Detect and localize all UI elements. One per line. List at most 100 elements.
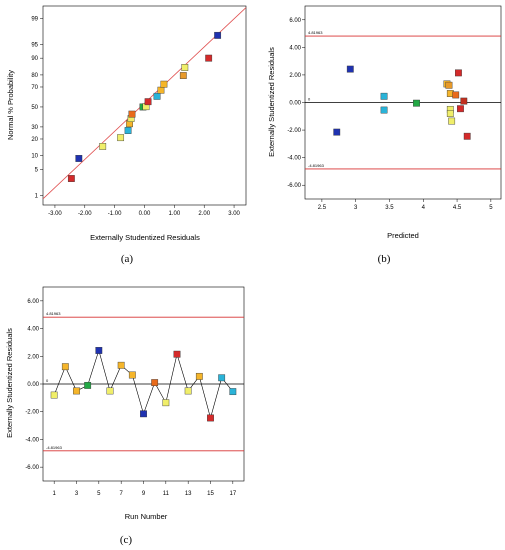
panel-a-y-tick-label: 99 — [31, 16, 38, 22]
panel-c-ticks: -6.00-4.00-2.000.002.004.006.001 3 5 7 9 11 13… — [25, 299, 244, 497]
panel-c-ylabel: Externally Studentized Residuals — [5, 328, 14, 438]
panel-b: -6.00 -4.00 -2.00 0.00 2.00 4.00 6.00 2.5 3 3.5 4 4… — [267, 5, 502, 265]
panel-c-x-tick-label: 15 — [207, 491, 214, 497]
panel-b-point — [333, 128, 341, 136]
panel-a-point — [205, 54, 213, 62]
panel-b-y-tick-label: 0.00 — [289, 101, 301, 107]
panel-b-point — [446, 110, 454, 117]
panel-b-y-tick-label: 2.00 — [289, 73, 301, 79]
panel-a-y-tick-label: 5 — [35, 168, 39, 174]
panel-b-point — [457, 105, 464, 113]
panel-c-point — [50, 391, 58, 399]
panel-c-y-tick-label: 6.00 — [27, 299, 39, 305]
panel-a-x-tick-label: -2.00 — [78, 211, 92, 217]
panel-c-point — [140, 410, 147, 418]
panel-c-lower-limit-label: -4.81963 — [46, 445, 63, 450]
panel-c-caption: (c) — [120, 534, 133, 546]
panel-c-y-tick-label: -4.00 — [25, 437, 39, 443]
panel-a-y-tick-label: 20 — [31, 137, 38, 143]
panel-b-x-tick-label: 3 — [354, 205, 358, 211]
panel-b-lower-limit-label: -4.81963 — [308, 163, 325, 168]
panel-a-x-tick-label: 0.00 — [139, 211, 151, 217]
panel-c-point — [128, 371, 136, 379]
panel-c-point — [218, 374, 226, 382]
panel-c-point — [106, 387, 114, 395]
panel-a-y-tick-label: 30 — [31, 125, 38, 131]
panel-c-x-tick-label: 5 — [97, 491, 101, 497]
panel-a-point — [153, 92, 161, 100]
panel-a-y-tick-label: 70 — [31, 85, 38, 91]
panel-c-upper-limit-label: 4.81963 — [46, 311, 61, 316]
panel-b-point — [346, 65, 354, 73]
panel-b-ticks: -6.00 -4.00 -2.00 0.00 2.00 4.00 6.00 2.5 3 3.5 4 4… — [287, 18, 501, 211]
panel-b-point — [413, 99, 420, 107]
panel-b-y-tick-label: -6.00 — [287, 183, 301, 189]
panel-b-point — [380, 106, 388, 114]
panel-a-point — [67, 175, 75, 182]
panel-c-points — [50, 347, 237, 422]
panel-a-caption: (a) — [121, 253, 134, 265]
panel-a-ticks: -3.00 -2.00 -1.00 0.00 1.00 2.00 3.00 1 5 10 20 30 5… — [31, 16, 240, 217]
panel-c-point — [117, 361, 125, 369]
panel-a-point — [157, 86, 165, 94]
panel-c-x-tick-label: 1 — [52, 491, 56, 497]
panel-b-x-tick-label: 3.5 — [385, 205, 394, 211]
panel-b-point — [455, 69, 462, 77]
panel-a-ylabel: Normal % Probability — [6, 70, 15, 140]
panel-b-y-tick-label: 4.00 — [289, 45, 301, 51]
panel-c-x-tick-label: 3 — [75, 491, 79, 497]
panel-a: -3.00 -2.00 -1.00 0.00 1.00 2.00 3.00 1 5 10 20 30 5… — [6, 5, 247, 265]
panel-a-points — [67, 31, 222, 182]
panel-b-point — [452, 91, 460, 99]
panel-a-point — [181, 64, 189, 71]
panel-c-x-tick-label: 17 — [229, 491, 236, 497]
panel-a-y-tick-label: 95 — [31, 42, 38, 48]
panel-b-y-tick-label: 6.00 — [289, 18, 301, 24]
panel-c-point — [229, 388, 237, 396]
panel-a-point — [75, 155, 83, 162]
panel-c-y-tick-label: 0.00 — [27, 382, 39, 388]
panel-a-point — [124, 127, 132, 134]
panel-b-ylabel: Externally Studentized Residuals — [267, 47, 276, 157]
panel-c-y-tick-label: 2.00 — [27, 354, 39, 360]
panel-a-point — [144, 98, 152, 106]
panel-b-point — [460, 97, 468, 105]
panel-b-upper-limit-label: 4.81963 — [308, 30, 323, 35]
panel-b-y-tick-label: -2.00 — [287, 128, 301, 134]
panel-a-x-tick-label: 1.00 — [169, 211, 181, 217]
panel-b-x-tick-label: 2.5 — [318, 205, 327, 211]
panel-a-y-tick-label: 1 — [35, 194, 39, 200]
panel-c-x-tick-label: 11 — [163, 491, 170, 497]
panel-c-point — [95, 347, 103, 354]
panel-c-point — [184, 387, 192, 395]
panel-b-x-tick-label: 5 — [489, 205, 493, 211]
panel-c-point — [207, 414, 214, 422]
panel-c-x-tick-label: 13 — [185, 491, 192, 497]
panel-c-y-tick-label: 4.00 — [27, 327, 39, 333]
panel-c-point — [151, 379, 159, 387]
panel-a-x-tick-label: 3.00 — [228, 211, 240, 217]
panel-b-point — [463, 132, 471, 140]
panel-c-zero-label: 0 — [46, 378, 49, 383]
panel-b-x-tick-label: 4.5 — [453, 205, 462, 211]
panel-a-y-tick-label: 50 — [31, 105, 38, 111]
panel-a-point — [214, 31, 222, 39]
panel-a-fit-line — [42, 7, 247, 200]
panel-a-y-tick-label: 10 — [31, 154, 38, 160]
panel-a-y-tick-label: 90 — [31, 56, 38, 62]
panel-c-point — [195, 372, 203, 380]
panel-a-x-tick-label: -3.00 — [48, 211, 62, 217]
panel-b-y-tick-label: -4.00 — [287, 156, 301, 162]
panel-b-points — [333, 65, 471, 140]
panel-b-point — [380, 92, 388, 100]
panel-c-point — [61, 363, 69, 371]
panel-a-point — [128, 110, 136, 118]
panel-c-x-tick-label: 9 — [142, 491, 146, 497]
panel-a-xlabel: Externally Studentized Residuals — [90, 233, 200, 242]
panel-c-y-tick-label: -6.00 — [25, 465, 39, 471]
panel-a-point — [117, 134, 125, 142]
panel-b-point — [448, 117, 456, 125]
panel-c-point — [73, 387, 80, 395]
panel-a-y-tick-label: 80 — [31, 73, 38, 79]
